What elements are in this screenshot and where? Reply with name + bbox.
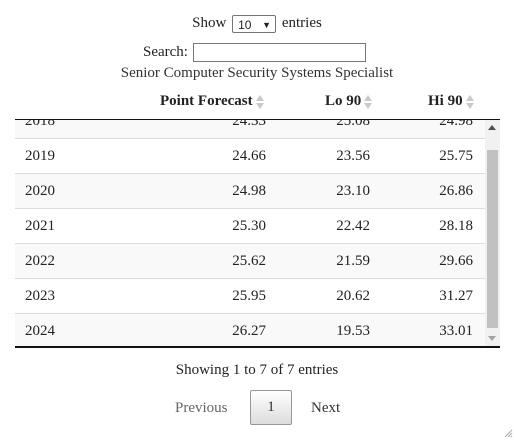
column-header-point-forecast[interactable]: Point Forecast — [160, 91, 265, 111]
cell-hi-90: 31.27 — [439, 288, 473, 304]
cell-year: 2018 — [25, 120, 55, 129]
cell-year: 2022 — [25, 253, 55, 269]
page-1-button[interactable]: 1 — [250, 390, 292, 425]
cell-hi-90: 26.86 — [439, 183, 473, 199]
page-length-select[interactable]: 10 ▼ — [232, 14, 277, 33]
scroll-up-arrow-icon[interactable] — [488, 125, 496, 130]
cell-lo-90: 25.08 — [336, 120, 370, 129]
table-row: 2021 25.30 22.42 28.18 — [15, 208, 485, 243]
cell-lo-90: 22.42 — [336, 218, 370, 234]
search-control: Search: — [143, 42, 366, 63]
cell-year: 2021 — [25, 218, 55, 234]
cell-point-forecast: 25.62 — [232, 253, 266, 269]
table-row: 2023 25.95 20.62 31.27 — [15, 278, 485, 313]
scroll-down-arrow-icon[interactable] — [488, 336, 496, 341]
column-header-lo-90[interactable]: Lo 90 — [325, 91, 373, 111]
cell-point-forecast: 24.33 — [232, 120, 266, 129]
cell-point-forecast: 24.66 — [232, 148, 266, 164]
table-row: 2019 24.66 23.56 25.75 — [15, 138, 485, 173]
cell-lo-90: 19.53 — [336, 323, 370, 339]
sort-icon — [364, 94, 373, 109]
table-row: 2020 24.98 23.10 26.86 — [15, 173, 485, 208]
entries-label: entries — [281, 15, 322, 31]
table-row: 2018 24.33 25.08 24.98 — [15, 120, 485, 138]
cell-year: 2023 — [25, 288, 55, 304]
column-header-hi-90[interactable]: Hi 90 — [428, 91, 475, 111]
chevron-down-icon: ▼ — [262, 19, 272, 30]
page-length-value: 10 — [238, 17, 252, 32]
cell-hi-90: 25.75 — [439, 148, 473, 164]
table-row: 2022 25.62 21.59 29.66 — [15, 243, 485, 278]
cell-year: 2024 — [25, 323, 55, 339]
search-input[interactable] — [192, 43, 366, 63]
sort-icon — [255, 94, 265, 109]
table-info: Showing 1 to 7 of 7 entries — [175, 362, 339, 378]
cell-lo-90: 21.59 — [336, 253, 370, 269]
cell-hi-90: 28.18 — [439, 218, 473, 234]
table-row: 2024 26.27 19.53 33.01 — [15, 313, 485, 346]
cell-lo-90: 23.10 — [336, 183, 370, 199]
cell-hi-90: 29.66 — [439, 253, 473, 269]
cell-point-forecast: 25.95 — [232, 288, 266, 304]
cell-point-forecast: 26.27 — [232, 323, 266, 339]
resize-handle-icon[interactable] — [503, 428, 513, 438]
next-button[interactable]: Next — [311, 400, 341, 416]
column-header-label: Point Forecast — [160, 93, 253, 109]
search-label: Search: — [143, 44, 188, 60]
cell-lo-90: 23.56 — [336, 148, 370, 164]
cell-point-forecast: 25.30 — [232, 218, 266, 234]
table-caption: Senior Computer Security Systems Special… — [120, 65, 394, 81]
cell-point-forecast: 24.98 — [232, 183, 266, 199]
header-divider — [15, 119, 500, 120]
show-label: Show — [192, 15, 227, 31]
cell-year: 2020 — [25, 183, 55, 199]
column-header-label: Lo 90 — [325, 93, 362, 109]
table-bottom-border — [15, 346, 500, 348]
cell-lo-90: 20.62 — [336, 288, 370, 304]
vertical-scrollbar[interactable] — [485, 120, 500, 346]
sort-icon — [465, 94, 475, 109]
cell-hi-90: 33.01 — [439, 323, 473, 339]
scrollbar-thumb[interactable] — [487, 150, 498, 328]
table-body-viewport[interactable]: 2018 24.33 25.08 24.98 2019 24.66 23.56 … — [15, 120, 485, 346]
length-control: Show 10 ▼ entries — [0, 13, 514, 33]
cell-year: 2019 — [25, 148, 55, 164]
cell-hi-90: 24.98 — [439, 120, 473, 129]
previous-button[interactable]: Previous — [175, 400, 228, 416]
column-header-label: Hi 90 — [428, 93, 463, 109]
